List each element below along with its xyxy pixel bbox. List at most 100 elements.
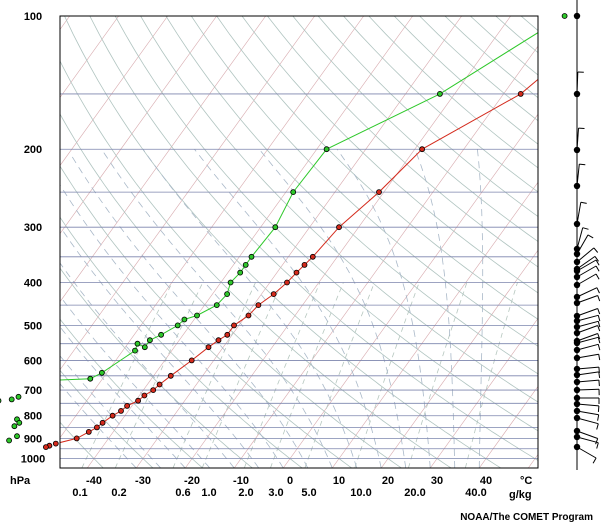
- wind-station-dot: [573, 400, 581, 408]
- mixing-ratio-tick-label: 1.0: [201, 487, 216, 499]
- wind-barb-flag: [595, 259, 600, 266]
- wind-barb: [576, 430, 598, 439]
- mixing-ratio-tick-label: 3.0: [268, 487, 283, 499]
- wind-station-dot: [573, 354, 581, 362]
- wind-station-dot: [573, 258, 581, 266]
- wind-barb-flag: [587, 234, 594, 239]
- wind-station-dot: [573, 329, 581, 337]
- wind-barb: [576, 333, 598, 342]
- wind-barb: [576, 247, 595, 263]
- isotherm-line: [528, 453, 538, 468]
- dry-adiabat: [393, 16, 538, 145]
- temperature-tick-label: 30: [431, 475, 443, 487]
- moist-adiabat: [60, 184, 284, 468]
- dewpoint-point: [290, 189, 297, 196]
- wind-barb: [576, 234, 589, 255]
- temperature-point: [188, 357, 195, 364]
- mixing-ratio-line: [172, 282, 256, 468]
- wind-station-dot: [573, 281, 581, 289]
- pressure-tick-label: 500: [24, 320, 42, 332]
- moist-adiabat: [60, 355, 161, 468]
- wind-barb-flag: [595, 273, 600, 280]
- wind-barb-flag: [595, 265, 600, 272]
- wind-station-dot: [573, 182, 581, 190]
- pressure-tick-label: 400: [24, 277, 42, 289]
- temperature-point: [517, 91, 524, 97]
- dry-adiabat: [60, 421, 104, 468]
- mixing-ratio-labels: 0.1 0.2 0.6 1.0 2.0 3.0 5.0 10.0 20.0 40.0: [72, 487, 486, 499]
- mixing-ratio-line: [408, 282, 468, 468]
- pressure-tick-label: 200: [24, 144, 42, 156]
- temperature-tick-label: 10: [333, 475, 345, 487]
- dewpoint-point: [141, 344, 148, 351]
- wind-barb: [576, 128, 579, 151]
- pressure-tick-label: 800: [24, 411, 42, 423]
- wind-barb-flag: [592, 457, 597, 464]
- wind-barb: [576, 325, 598, 334]
- wind-barb-flag: [597, 333, 601, 340]
- dewpoint-point: [561, 13, 568, 19]
- isotherm-line: [332, 181, 538, 468]
- moist-adiabat: [194, 148, 382, 468]
- moist-adiabat: [142, 148, 358, 468]
- pressure-tick-label: 900: [24, 433, 42, 445]
- temperature-tick-label: -20: [184, 475, 200, 487]
- temperature-unit-label: °C: [520, 475, 532, 487]
- temperature-point: [224, 331, 231, 338]
- isotherm-line: [60, 16, 315, 371]
- mixing-ratio-tick-label: 40.0: [465, 487, 486, 499]
- temperature-point: [419, 146, 426, 153]
- wind-station-dot: [573, 339, 581, 347]
- wind-barb: [576, 265, 597, 278]
- wind-barb: [576, 202, 582, 225]
- background-lines: [60, 16, 538, 468]
- wind-barb: [576, 320, 599, 328]
- wind-station-dot: [573, 299, 581, 307]
- temperature-point: [167, 372, 174, 379]
- wind-barb-flag: [596, 442, 599, 449]
- moist-adiabat: [101, 148, 333, 468]
- wind-barb-flag: [597, 325, 601, 332]
- pressure-tick-label: 700: [24, 385, 42, 397]
- wind-station-dot: [573, 323, 581, 331]
- wind-barb: [576, 446, 597, 459]
- dewpoint-point: [323, 146, 330, 153]
- isotherm-line: [283, 113, 538, 468]
- wind-barb-flag: [598, 380, 600, 387]
- wind-barb: [576, 227, 584, 250]
- wind-barb: [576, 410, 599, 416]
- dewpoint-point: [8, 396, 15, 403]
- temperature-point: [284, 279, 290, 286]
- wind-barb-flag: [593, 247, 599, 253]
- wind-barb: [576, 343, 599, 351]
- temperature-point: [99, 419, 106, 426]
- wind-barb-flag: [597, 321, 601, 328]
- temperature-point: [336, 224, 342, 231]
- temperature-tick-label: 20: [382, 475, 394, 487]
- temperature-point: [231, 322, 237, 329]
- wind-barb-flag: [598, 371, 601, 378]
- temperature-point: [124, 402, 130, 409]
- pressure-tick-label: 100: [24, 11, 42, 23]
- mixing-ratio-unit-label: g/kg: [509, 489, 532, 501]
- dewpoint-point: [15, 393, 22, 400]
- wind-barb: [576, 259, 597, 272]
- wind-station-dot: [573, 443, 581, 451]
- wind-barb: [576, 388, 600, 391]
- dry-adiabat: [241, 16, 538, 294]
- wind-barb-flag: [596, 287, 600, 294]
- wind-barb: [576, 379, 599, 383]
- dewpoint-point: [174, 322, 181, 329]
- temperature-tick-label: 40: [480, 475, 492, 487]
- isotherm-line: [60, 16, 168, 167]
- dry-adiabat: [140, 16, 538, 403]
- temperature-point: [156, 381, 163, 388]
- dry-adiabat: [368, 16, 538, 169]
- sounding-markers: [0, 13, 568, 451]
- isotherm-line: [185, 16, 511, 468]
- mixing-ratio-line: [270, 282, 344, 468]
- dewpoint-point: [11, 423, 18, 430]
- wind-barb: [576, 164, 580, 187]
- wind-barb: [576, 366, 599, 370]
